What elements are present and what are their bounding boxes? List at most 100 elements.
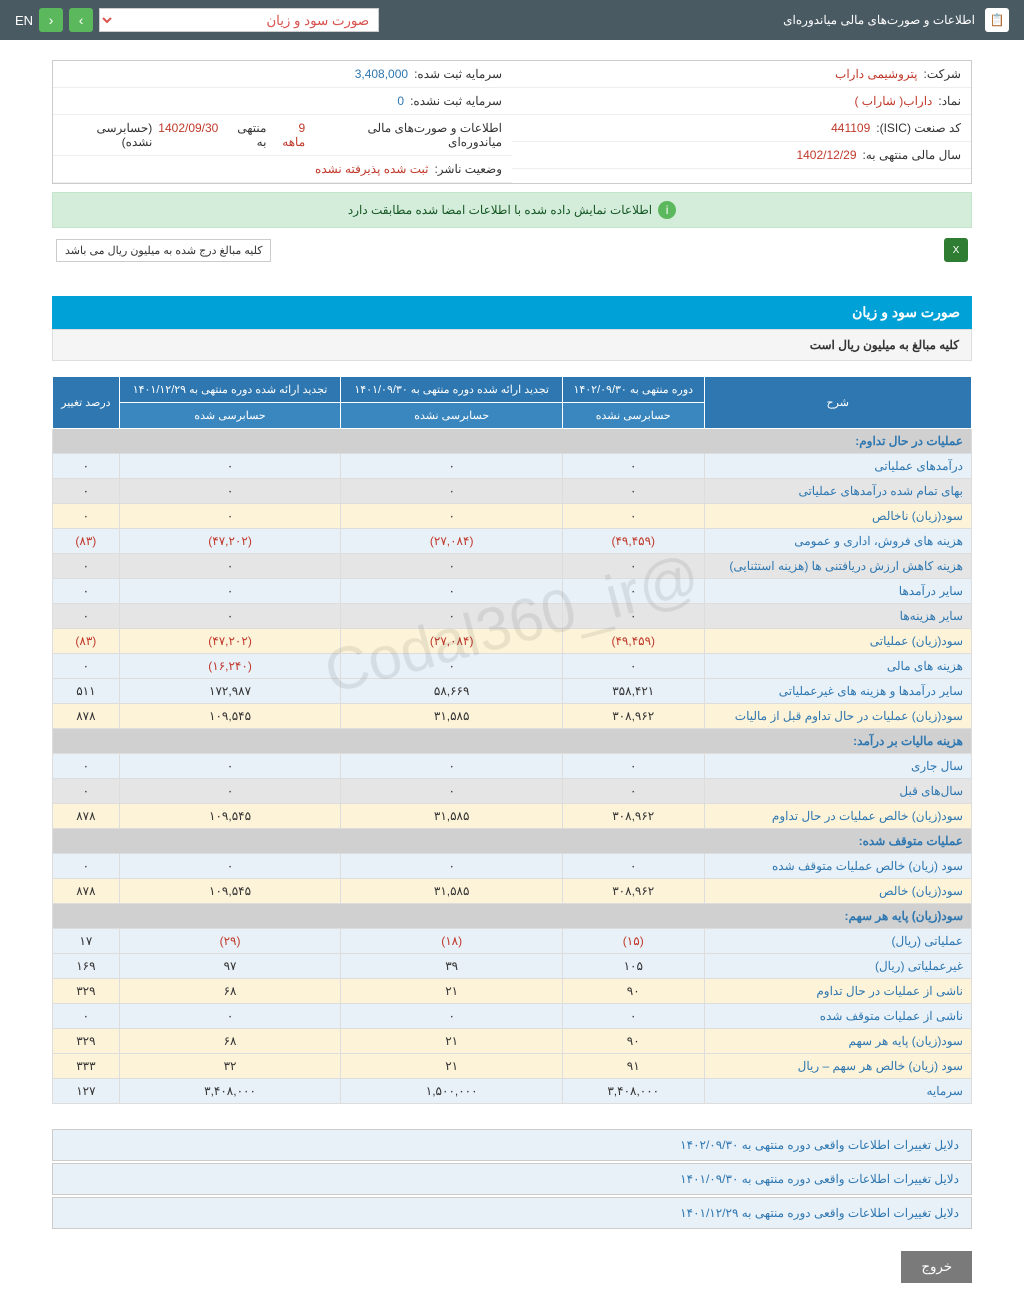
- row-label: ناشی از عملیات متوقف شده: [704, 1004, 972, 1029]
- cell: (۸۳): [53, 529, 120, 554]
- cell: ۰: [563, 479, 705, 504]
- company-value: پتروشیمی داراب: [835, 67, 917, 81]
- cell: ۰: [341, 604, 563, 629]
- cell: ۳۰۸,۹۶۲: [563, 804, 705, 829]
- cell: ۰: [53, 1004, 120, 1029]
- company-label: شرکت:: [923, 67, 961, 81]
- alert-text: اطلاعات نمایش داده شده با اطلاعات امضا ش…: [348, 203, 652, 217]
- cell: ۰: [119, 454, 341, 479]
- cell: ۳,۴۰۸,۰۰۰: [119, 1079, 341, 1104]
- nav-prev[interactable]: ‹: [39, 8, 63, 32]
- cell: ۳۰۸,۹۶۲: [563, 879, 705, 904]
- row-label: درآمدهای عملیاتی: [704, 454, 972, 479]
- cell: ۳۲۹: [53, 979, 120, 1004]
- row-header: هزینه مالیات بر درآمد:: [53, 729, 972, 754]
- cell: ۳۵۸,۴۲۱: [563, 679, 705, 704]
- period-detail: 9 ماهه: [272, 121, 305, 149]
- cell: (۴۹,۴۵۹): [563, 529, 705, 554]
- cell: ۱۷: [53, 929, 120, 954]
- report-select[interactable]: صورت سود و زیان: [99, 8, 379, 32]
- topbar: 📋 اطلاعات و صورت‌های مالی میاندوره‌ای صو…: [0, 0, 1024, 40]
- cell: ۱۲۷: [53, 1079, 120, 1104]
- row-label: سال‌های قبل: [704, 779, 972, 804]
- cell: (۱۶,۲۴۰): [119, 654, 341, 679]
- row-label: سال جاری: [704, 754, 972, 779]
- cell: ۰: [563, 779, 705, 804]
- cell: ۱۰۹,۵۴۵: [119, 879, 341, 904]
- info-box: شرکت:پتروشیمی داراب نماد:داراب( شاراب ) …: [52, 60, 972, 184]
- cell: ۰: [119, 479, 341, 504]
- th-unaudited2: حسابرسی نشده: [341, 403, 563, 429]
- cell: ۹۰: [563, 1029, 705, 1054]
- row-label: سرمایه: [704, 1079, 972, 1104]
- row-label: سایر هزینه‌ها: [704, 604, 972, 629]
- cell: ۰: [341, 1004, 563, 1029]
- cell: ۰: [53, 854, 120, 879]
- capital-reg-label: سرمایه ثبت شده:: [414, 67, 502, 81]
- cell: (۲۷,۰۸۴): [341, 529, 563, 554]
- cell: ۹۱: [563, 1054, 705, 1079]
- cell: ۰: [53, 579, 120, 604]
- cell: ۵۱۱: [53, 679, 120, 704]
- row-label: سود(زیان) عملیاتی: [704, 629, 972, 654]
- th-p3: تجدید ارائه شده دوره منتهی به ۱۴۰۱/۱۲/۲۹: [119, 377, 341, 403]
- row-header: عملیات در حال تداوم:: [53, 429, 972, 454]
- lang-toggle[interactable]: EN: [15, 13, 33, 28]
- cell: ۰: [53, 554, 120, 579]
- cell: ۰: [53, 604, 120, 629]
- cell: ۳۱,۵۸۵: [341, 804, 563, 829]
- period-end: منتهی به: [224, 121, 266, 149]
- cell: ۰: [53, 779, 120, 804]
- capital-unreg-value: 0: [397, 94, 404, 108]
- period-date: 1402/09/30: [158, 121, 218, 149]
- row-label: عملیاتی (ریال): [704, 929, 972, 954]
- row-label: سود(زیان) عملیات در حال تداوم قبل از مال…: [704, 704, 972, 729]
- section-subtitle: کلیه مبالغ به میلیون ریال است: [52, 329, 972, 361]
- topbar-title: اطلاعات و صورت‌های مالی میاندوره‌ای: [783, 13, 975, 27]
- cell: ۰: [563, 554, 705, 579]
- cell: ۰: [341, 554, 563, 579]
- cell: ۱۷۲,۹۸۷: [119, 679, 341, 704]
- cell: ۲۱: [341, 1054, 563, 1079]
- cell: ۰: [53, 479, 120, 504]
- cell: ۰: [53, 454, 120, 479]
- cell: ۹۷: [119, 954, 341, 979]
- row-label: سود (زیان) خالص عملیات متوقف شده: [704, 854, 972, 879]
- th-unaudited1: حسابرسی نشده: [563, 403, 705, 429]
- row-label: هزینه کاهش ارزش دریافتنی ها (هزینه استثن…: [704, 554, 972, 579]
- cell: (۲۷,۰۸۴): [341, 629, 563, 654]
- row-label: هزینه های مالی: [704, 654, 972, 679]
- cell: ۰: [119, 554, 341, 579]
- cell: ۳۱,۵۸۵: [341, 704, 563, 729]
- cell: ۰: [563, 454, 705, 479]
- cell: ۸۷۸: [53, 704, 120, 729]
- status-label: وضعیت ناشر:: [434, 162, 502, 176]
- capital-unreg-label: سرمایه ثبت نشده:: [410, 94, 502, 108]
- exit-button[interactable]: خروج: [901, 1251, 972, 1283]
- row-label: سود(زیان) خالص عملیات در حال تداوم: [704, 804, 972, 829]
- cell: ۰: [341, 479, 563, 504]
- clipboard-icon: 📋: [985, 8, 1009, 32]
- reason-1: دلایل تغییرات اطلاعات واقعی دوره منتهی ب…: [52, 1129, 972, 1161]
- period-label: اطلاعات و صورت‌های مالی میاندوره‌ای: [311, 121, 502, 149]
- th-pct: درصد تغییر: [53, 377, 120, 429]
- excel-icon[interactable]: X: [944, 238, 968, 262]
- nav-next[interactable]: ›: [69, 8, 93, 32]
- cell: ۸۷۸: [53, 879, 120, 904]
- cell: ۳۹: [341, 954, 563, 979]
- cell: ۱۰۹,۵۴۵: [119, 804, 341, 829]
- cell: ۰: [341, 854, 563, 879]
- cell: ۰: [563, 604, 705, 629]
- year-label: سال مالی منتهی به:: [863, 148, 961, 162]
- cell: ۹۰: [563, 979, 705, 1004]
- cell: ۰: [119, 854, 341, 879]
- cell: ۰: [341, 779, 563, 804]
- row-label: بهای تمام شده درآمدهای عملیاتی: [704, 479, 972, 504]
- row-label: ناشی از عملیات در حال تداوم: [704, 979, 972, 1004]
- row-header: سود(زیان) پایه هر سهم:: [53, 904, 972, 929]
- row-label: سود(زیان) خالص: [704, 879, 972, 904]
- cell: ۸۷۸: [53, 804, 120, 829]
- cell: ۳۲: [119, 1054, 341, 1079]
- cell: ۰: [341, 579, 563, 604]
- cell: ۰: [341, 754, 563, 779]
